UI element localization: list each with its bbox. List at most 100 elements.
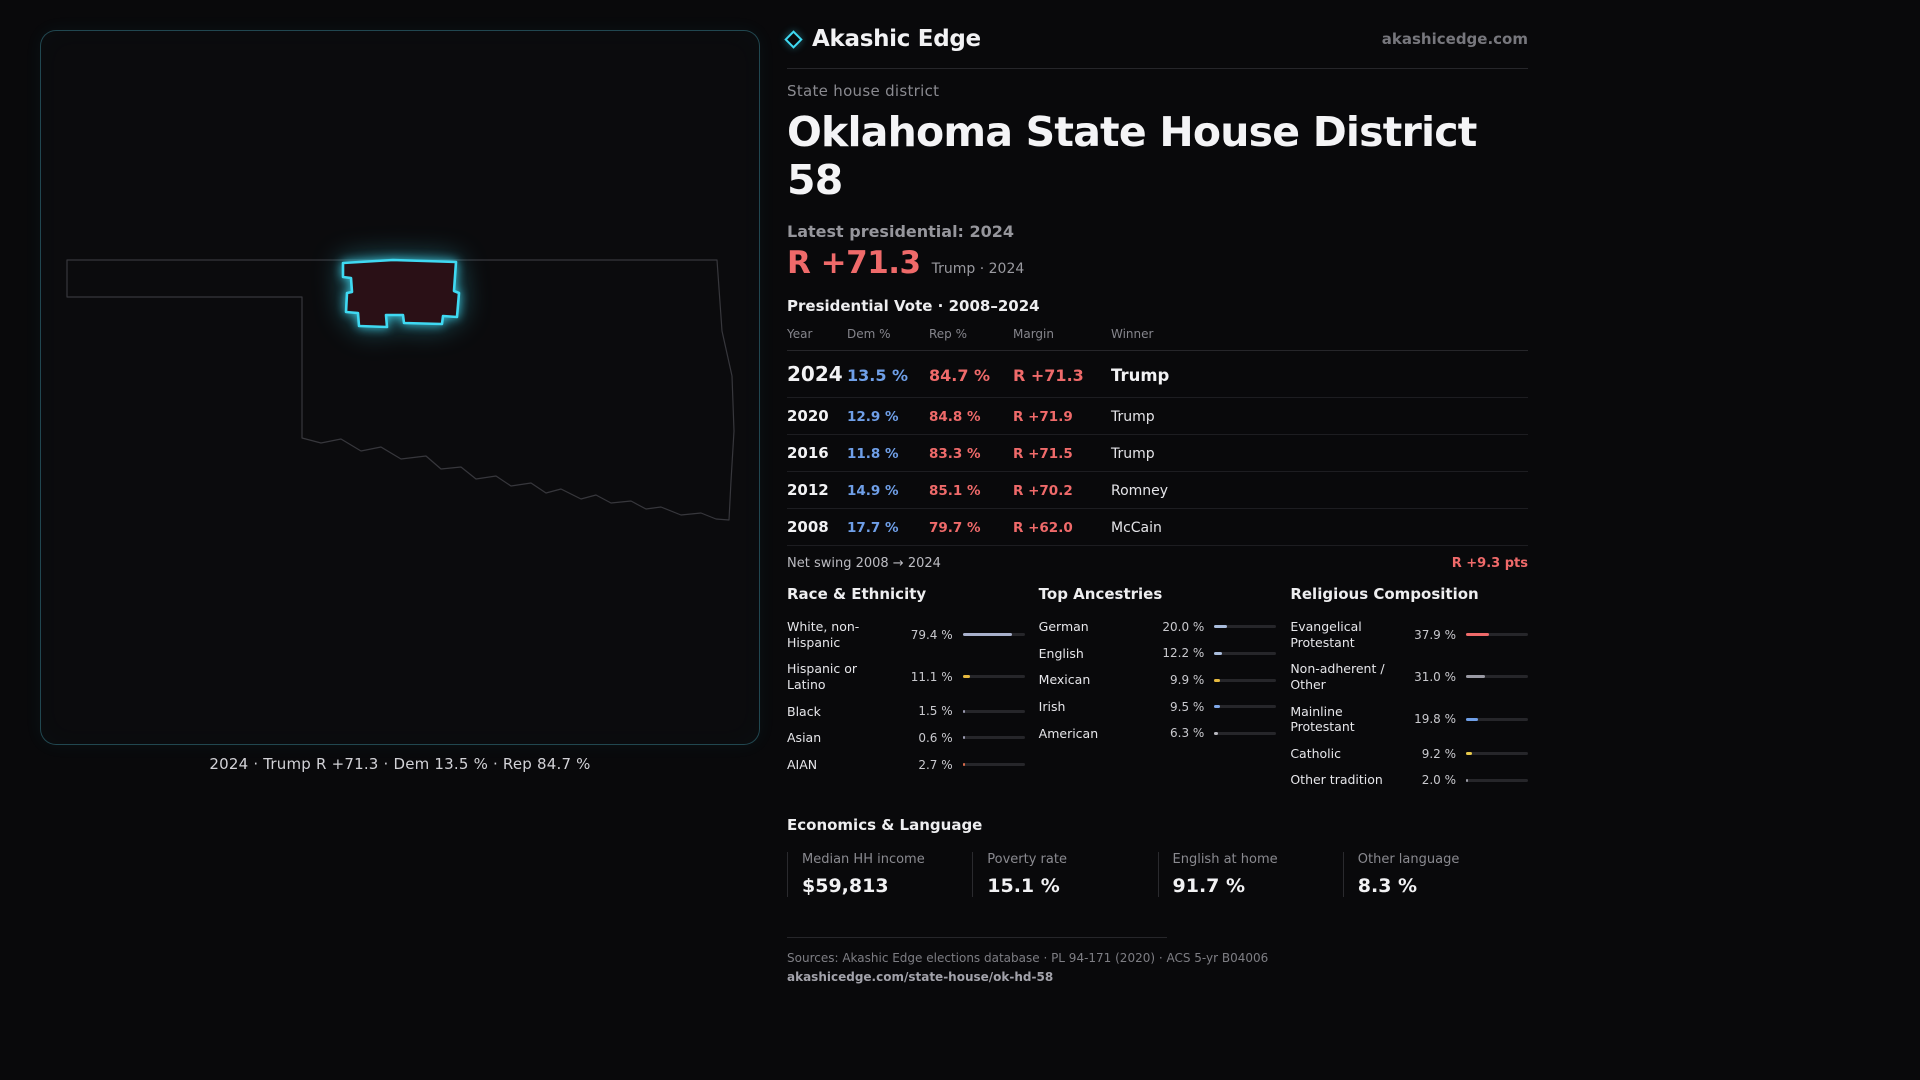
diamond-logo-icon [784, 29, 803, 49]
demographic-bar-track [962, 675, 1025, 679]
demographic-bar-track [1214, 678, 1277, 682]
footer-sources: Sources: Akashic Edge elections database… [787, 951, 1269, 965]
demographic-bar-track [962, 763, 1025, 767]
demographic-row: Evangelical Protestant 37.9 % [1290, 619, 1528, 650]
demographic-row: Non-adherent / Other 31.0 % [1290, 661, 1528, 692]
demographic-value: 37.9 % [1414, 627, 1456, 642]
demographic-label: German [1038, 619, 1089, 634]
brand: Akashic Edge [784, 26, 981, 52]
latest-margin-row: R +71.3 Trump · 2024 [787, 245, 1528, 281]
vote-rep-pct: 85.1 % [929, 483, 981, 499]
demographics-section: Race & Ethnicity White, non-Hispanic 79.4 … [787, 585, 1025, 788]
vote-rep-pct: 84.8 % [929, 409, 981, 425]
demographic-bar-track [962, 633, 1025, 637]
vote-winner: McCain [1111, 520, 1162, 536]
economics-stat-value: 15.1 % [987, 875, 1060, 897]
demographic-bar-fill [962, 709, 965, 713]
vote-table-row: 2020 12.9 % 84.8 % R +71.9 Trump [787, 398, 1528, 435]
demographic-bar-fill [962, 763, 965, 767]
demographic-label: Evangelical Protestant [1290, 619, 1362, 650]
vote-table-row: 2012 14.9 % 85.1 % R +70.2 Romney [787, 472, 1528, 509]
demographic-label: White, non-Hispanic [787, 619, 860, 650]
economics-stat: English at home 91.7 % [1157, 852, 1343, 897]
demographic-bar-track [1214, 705, 1277, 709]
footer-divider [787, 937, 1167, 938]
vote-table-row: 2016 11.8 % 83.3 % R +71.5 Trump [787, 435, 1528, 472]
demographic-bar-track [962, 709, 1025, 713]
net-swing-value: R +9.3 pts [1451, 556, 1528, 571]
latest-margin-note: Trump · 2024 [931, 261, 1025, 277]
vote-year: 2020 [787, 407, 829, 425]
demographic-bar-fill [1214, 625, 1227, 629]
demographic-row: AIAN 2.7 % [787, 757, 1025, 773]
demographic-bar-fill [1466, 778, 1468, 782]
district-map-panel [40, 30, 760, 745]
vote-year: 2016 [787, 444, 829, 462]
demographics-grid: Race & Ethnicity White, non-Hispanic 79.4 … [787, 585, 1528, 788]
latest-margin-value: R +71.3 [787, 245, 921, 281]
demographic-value: 79.4 % [910, 627, 953, 642]
demographic-bar-fill [1466, 717, 1479, 721]
vote-table-row: 2008 17.7 % 79.7 % R +62.0 McCain [787, 509, 1528, 546]
demographic-label: Other tradition [1290, 772, 1383, 788]
demographic-bar-track [1466, 752, 1528, 756]
demographic-value: 0.6 % [918, 730, 953, 745]
district-58-shape[interactable] [341, 258, 461, 329]
demographic-label: English [1038, 645, 1084, 661]
vote-table-row: 2024 13.5 % 84.7 % R +71.3 Trump [787, 351, 1528, 398]
economics-stat-label: Median HH income [802, 852, 925, 867]
demographic-value: 6.3 % [1170, 726, 1205, 741]
vote-dem-pct: 12.9 % [847, 409, 899, 425]
demographic-bar-fill [1214, 678, 1221, 682]
footer: Sources: Akashic Edge elections database… [787, 937, 1528, 984]
demographic-row: Mexican 9.9 % [1039, 672, 1277, 688]
demographic-row: Asian 0.6 % [787, 730, 1025, 746]
demographic-value: 9.9 % [1170, 673, 1205, 688]
demographics-section: Religious Composition Evangelical Protest… [1290, 585, 1528, 788]
vote-margin: R +70.2 [1013, 483, 1073, 499]
demographic-value: 9.2 % [1421, 746, 1456, 761]
economics-stat-label: Poverty rate [987, 852, 1067, 867]
demographic-label: Black [787, 703, 821, 719]
demographics-section-title: Race & Ethnicity [787, 585, 927, 603]
latest-presidential-label: Latest presidential: 2024 [787, 222, 1015, 241]
vote-dem-pct: 11.8 % [847, 446, 899, 462]
demographic-label: Non-adherent / Other [1290, 661, 1385, 692]
demographic-bar-track [1466, 778, 1528, 782]
demographic-bar-fill [1214, 651, 1222, 655]
demographic-label: Hispanic or Latino [787, 661, 858, 692]
demographic-label: Mexican [1038, 672, 1091, 688]
demographic-bar-fill [962, 736, 965, 740]
vote-table-column-2: Rep % [929, 327, 968, 341]
demographic-row: Irish 9.5 % [1039, 699, 1277, 715]
demographic-bar-track [962, 736, 1025, 740]
economics-stat: Other language 8.3 % [1342, 852, 1528, 897]
vote-table-column-3: Margin [1013, 327, 1054, 341]
vote-table-body: 2024 13.5 % 84.7 % R +71.3 Trump 2020 12.9 % 84… [787, 351, 1528, 546]
demographic-value: 1.5 % [918, 704, 953, 719]
vote-rep-pct: 83.3 % [929, 446, 981, 462]
demographic-label: Asian [787, 730, 822, 746]
vote-year: 2008 [787, 518, 829, 536]
demographic-row: Other tradition 2.0 % [1290, 772, 1528, 788]
demographic-value: 2.0 % [1421, 773, 1456, 788]
demographic-row: American 6.3 % [1039, 726, 1277, 742]
demographics-section-title: Religious Composition [1290, 585, 1479, 603]
demographics-rows: Evangelical Protestant 37.9 % Non-adherent… [1290, 619, 1528, 788]
vote-dem-pct: 17.7 % [847, 520, 899, 536]
demographic-row: German 20.0 % [1039, 619, 1277, 635]
vote-table-title: Presidential Vote · 2008–2024 [787, 297, 1040, 315]
vote-table-column-0: Year [787, 327, 813, 341]
demographic-value: 9.5 % [1170, 699, 1205, 714]
map-caption: 2024 · Trump R +71.3 · Dem 13.5 % · Rep … [209, 755, 591, 773]
brand-domain-link[interactable]: akashicedge.com [1381, 30, 1528, 48]
vote-winner: Trump [1111, 446, 1155, 462]
vote-winner: Trump [1111, 366, 1170, 385]
vote-year: 2012 [787, 481, 829, 499]
vote-rep-pct: 84.7 % [929, 366, 991, 385]
demographic-label: Catholic [1290, 745, 1342, 761]
vote-table-column-1: Dem % [847, 327, 891, 341]
demographic-bar-fill [1214, 705, 1221, 709]
vote-year: 2024 [787, 362, 843, 386]
footer-permalink[interactable]: akashicedge.com/state-house/ok-hd-58 [787, 970, 1054, 984]
